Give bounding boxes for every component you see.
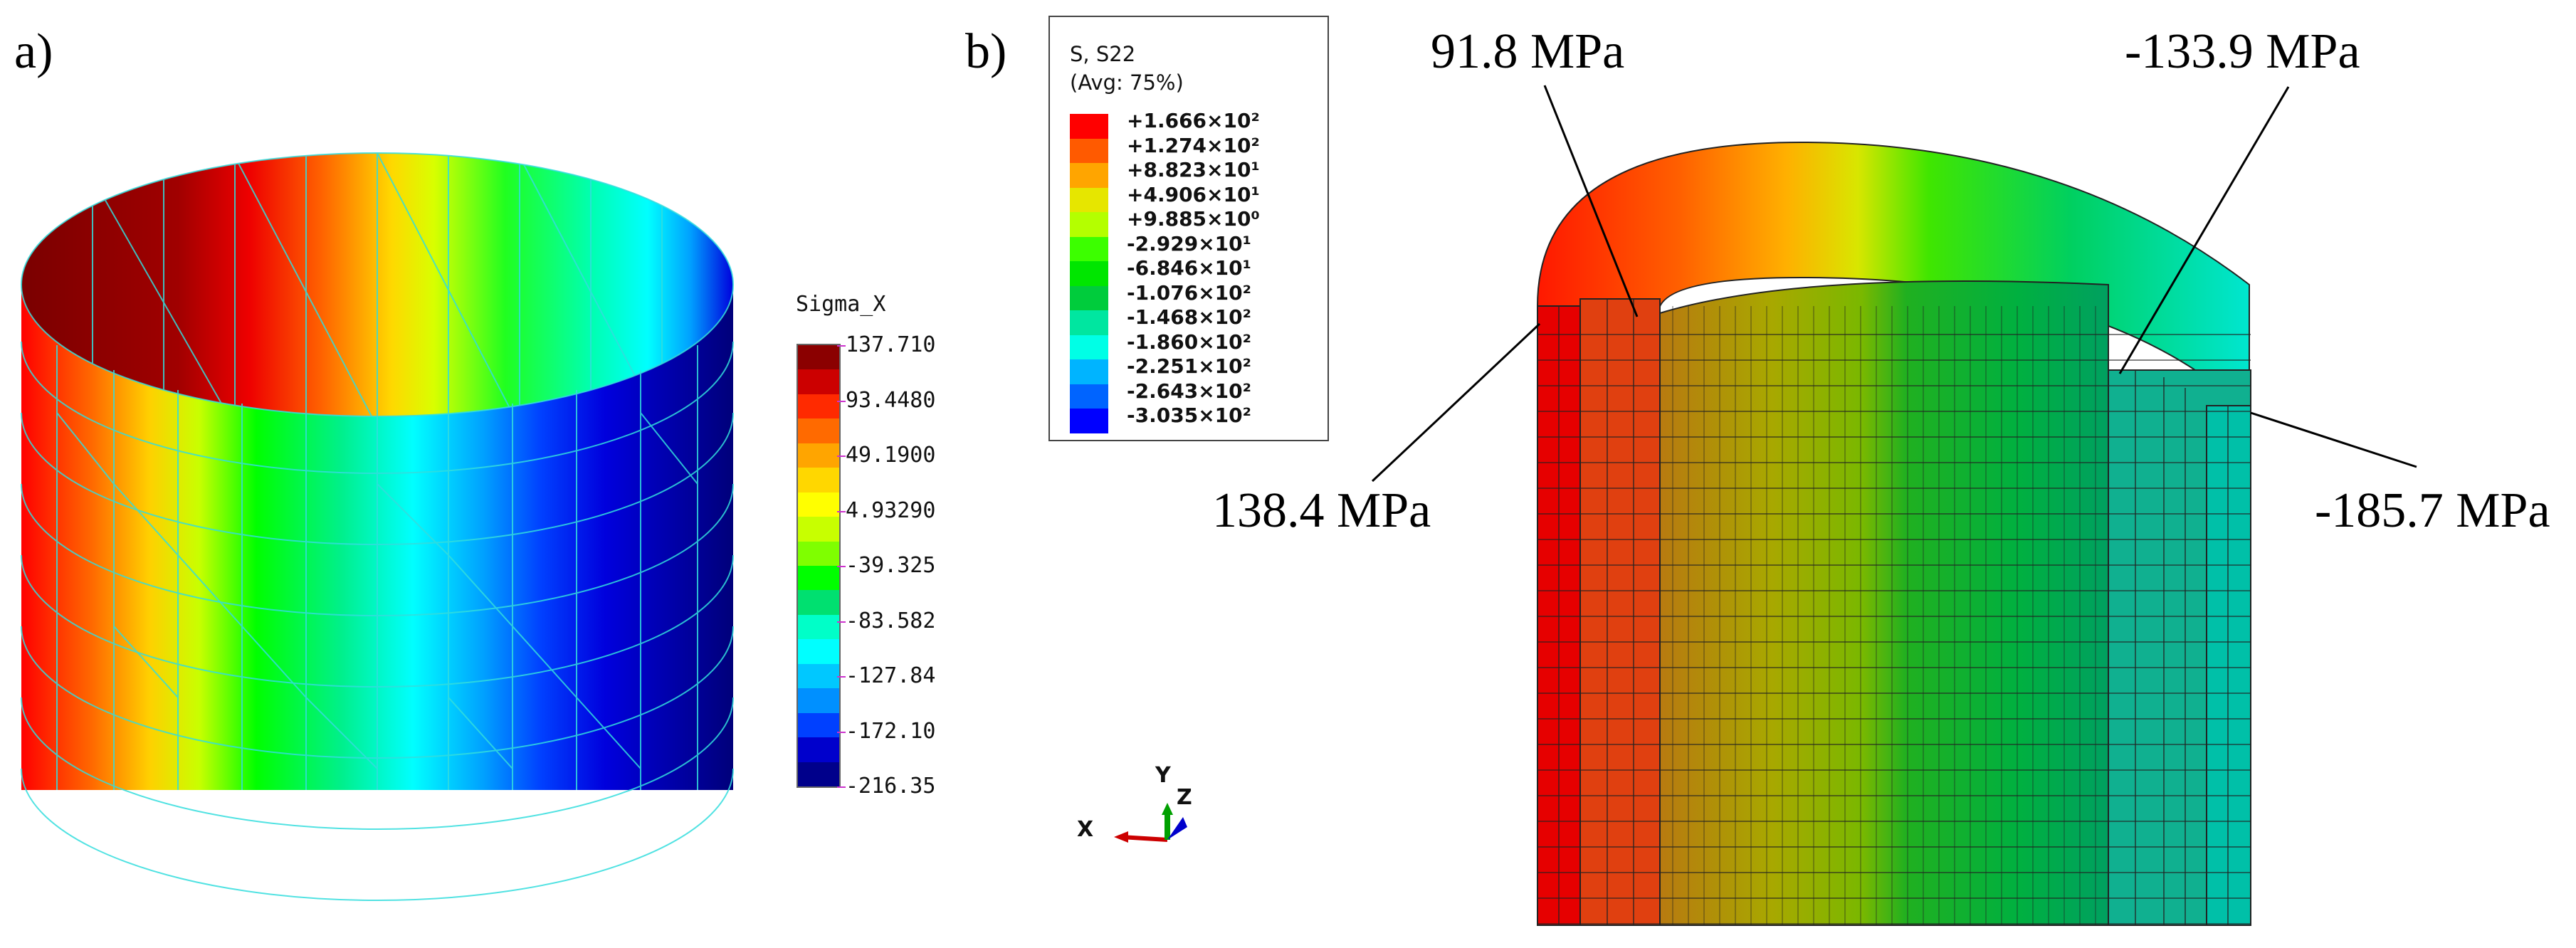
legend-b-value: -1.860×10²: [1127, 330, 1251, 354]
annotation-top-right: -133.9 MPa: [2125, 24, 2360, 79]
legend-b-swatch: [1070, 285, 1108, 310]
legend-a-band: [798, 492, 839, 517]
legend-a-value: 4.93290: [846, 497, 936, 523]
panel-a-label: a): [14, 24, 53, 79]
legend-a-band: [798, 443, 839, 468]
annotation-left: 138.4 MPa: [1212, 483, 1431, 538]
legend-a-title: Sigma_X: [796, 292, 886, 317]
legend-a-band: [798, 663, 839, 689]
wall-b-inner: [1659, 280, 2109, 926]
legend-a-value: -172.10: [846, 718, 936, 744]
legend-a-value: 137.710: [846, 332, 936, 357]
legend-b-swatch: [1070, 359, 1108, 384]
triad-z-label: Z: [1177, 785, 1192, 810]
legend-a-value: -83.582: [846, 608, 936, 633]
legend-a-tick: [837, 510, 846, 512]
annotation-top-left: 91.8 MPa: [1431, 24, 1625, 79]
panel-b-label: b): [965, 24, 1007, 79]
legend-a-tick: [837, 400, 846, 402]
legend-b-swatch: [1070, 138, 1108, 163]
legend-a-tick: [837, 786, 846, 788]
legend-a-band: [798, 345, 839, 370]
legend-a-band: [798, 394, 839, 419]
legend-b-value: -2.251×10²: [1127, 354, 1251, 378]
legend-b-value: +9.885×10⁰: [1127, 207, 1260, 231]
legend-b-swatch: [1070, 384, 1108, 409]
legend-b-value: -1.076×10²: [1127, 280, 1251, 305]
cylinder-a-mesh: [21, 152, 734, 901]
legend-b-value: +4.906×10¹: [1127, 182, 1260, 206]
legend-a-band: [798, 590, 839, 616]
legend-b-swatch: [1070, 114, 1108, 139]
legend-b-swatch: [1070, 261, 1108, 286]
legend-b-swatch: [1070, 310, 1108, 335]
legend-a-band: [798, 517, 839, 542]
annotation-leaders: [1371, 85, 2417, 483]
legend-a-band: [798, 762, 839, 787]
legend-a-band: [798, 566, 839, 591]
legend-b-swatch: [1070, 409, 1108, 433]
legend-b-swatch: [1070, 335, 1108, 359]
legend-b-value: +1.666×10²: [1127, 109, 1260, 132]
axis-triad: [1114, 803, 1187, 843]
legend-b-value: +1.274×10²: [1127, 133, 1260, 157]
legend-a-band: [798, 614, 839, 640]
legend-a-tick: [837, 621, 846, 623]
legend-b-swatch: [1070, 236, 1108, 261]
legend-b-header-2: (Avg: 75%): [1070, 70, 1184, 95]
legend-b-swatch: [1070, 212, 1108, 237]
legend-b-value: +8.823×10¹: [1127, 158, 1260, 181]
legend-a-band: [798, 468, 839, 493]
legend-a-band: [798, 418, 839, 444]
legend-a-tick: [837, 731, 846, 733]
legend-a-band: [798, 541, 839, 567]
wall-b-left-cut: [1579, 298, 1661, 926]
legend-b-value: -2.929×10¹: [1127, 231, 1251, 256]
legend-b-swatch: [1070, 187, 1108, 212]
legend-a-tick: [837, 455, 846, 457]
legend-a-tick: [837, 676, 846, 678]
legend-a-value: -216.35: [846, 774, 936, 799]
legend-a-band: [798, 639, 839, 665]
legend-b-value: -2.643×10²: [1127, 379, 1251, 403]
legend-a-band: [798, 688, 839, 714]
legend-a-band: [798, 369, 839, 395]
legend-a-band: [798, 712, 839, 738]
legend-b-value: -1.468×10²: [1127, 305, 1251, 329]
legend-a-tick: [837, 566, 846, 567]
legend-b-value: -6.846×10¹: [1127, 256, 1251, 280]
legend-a-value: -127.84: [846, 663, 936, 688]
annotation-right: -185.7 MPa: [2315, 483, 2550, 538]
legend-a-value: 49.1900: [846, 443, 936, 468]
legend-a-tick: [837, 345, 846, 347]
legend-a-bar: [798, 345, 839, 787]
legend-a-value: 93.4480: [846, 387, 936, 413]
legend-a-band: [798, 737, 839, 763]
triad-x-label: X: [1077, 817, 1094, 842]
legend-b-header-1: S, S22: [1070, 42, 1136, 66]
triad-y-label: Y: [1155, 763, 1171, 788]
legend-a-value: -39.325: [846, 553, 936, 578]
legend-b-swatch: [1070, 163, 1108, 188]
legend-b-value: -3.035×10²: [1127, 404, 1251, 427]
